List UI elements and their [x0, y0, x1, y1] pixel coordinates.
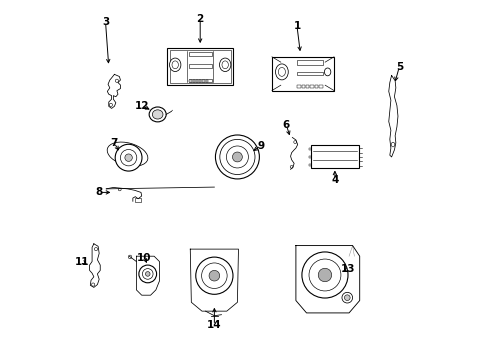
Ellipse shape [124, 154, 132, 161]
Bar [169, 50, 230, 83]
Ellipse shape [195, 257, 232, 294]
Bar [308, 163, 310, 166]
Bar [297, 85, 300, 88]
Text: 6: 6 [282, 120, 289, 130]
Ellipse shape [91, 283, 95, 286]
Ellipse shape [222, 61, 228, 69]
Bar [205, 80, 207, 82]
Bar [196, 80, 198, 82]
Ellipse shape [120, 149, 137, 166]
Bar [189, 80, 191, 82]
Ellipse shape [293, 141, 296, 144]
Bar [310, 145, 358, 168]
Bar [135, 198, 141, 202]
Ellipse shape [220, 139, 254, 175]
Bar [199, 80, 201, 82]
Ellipse shape [115, 144, 142, 171]
Text: 14: 14 [206, 320, 221, 330]
Ellipse shape [142, 269, 153, 279]
Ellipse shape [118, 188, 121, 191]
Ellipse shape [301, 252, 347, 298]
Bar [301, 85, 305, 88]
Ellipse shape [107, 142, 147, 166]
Bar [310, 85, 313, 88]
Bar [188, 64, 211, 68]
Ellipse shape [290, 166, 292, 168]
Ellipse shape [324, 68, 330, 76]
Text: 13: 13 [341, 264, 355, 274]
Bar [319, 85, 322, 88]
Ellipse shape [109, 103, 112, 107]
Bar [202, 80, 204, 82]
Ellipse shape [344, 295, 349, 301]
Ellipse shape [390, 142, 394, 147]
Ellipse shape [275, 64, 288, 80]
Bar [167, 48, 232, 85]
Text: 11: 11 [75, 257, 89, 266]
Ellipse shape [128, 255, 132, 259]
Ellipse shape [226, 146, 248, 168]
Ellipse shape [145, 272, 150, 276]
Ellipse shape [278, 67, 285, 76]
Ellipse shape [219, 58, 230, 72]
Bar [314, 85, 318, 88]
Ellipse shape [308, 259, 340, 291]
Bar [271, 57, 333, 90]
Bar [308, 148, 310, 150]
Ellipse shape [215, 135, 259, 179]
Text: 8: 8 [95, 188, 102, 197]
Bar [305, 85, 309, 88]
Bar [308, 156, 310, 158]
Ellipse shape [115, 79, 118, 82]
Text: 9: 9 [257, 141, 264, 150]
Bar [296, 60, 323, 65]
Ellipse shape [94, 248, 98, 251]
Ellipse shape [318, 268, 331, 282]
Ellipse shape [149, 107, 166, 122]
Text: 10: 10 [137, 253, 151, 263]
Text: 7: 7 [110, 138, 118, 148]
Text: 4: 4 [330, 175, 338, 185]
Ellipse shape [139, 265, 156, 283]
Ellipse shape [152, 110, 163, 119]
Ellipse shape [201, 263, 226, 288]
Bar [192, 80, 194, 82]
Bar [188, 51, 211, 56]
Ellipse shape [341, 292, 352, 303]
Text: 3: 3 [102, 17, 109, 27]
Text: 2: 2 [196, 14, 203, 24]
Text: 1: 1 [293, 21, 300, 31]
Bar [296, 72, 323, 76]
Ellipse shape [169, 58, 181, 72]
Ellipse shape [172, 61, 178, 69]
Ellipse shape [209, 270, 219, 281]
Ellipse shape [232, 152, 242, 162]
Text: 12: 12 [134, 100, 149, 111]
Bar [188, 79, 211, 82]
Text: 5: 5 [395, 62, 402, 72]
